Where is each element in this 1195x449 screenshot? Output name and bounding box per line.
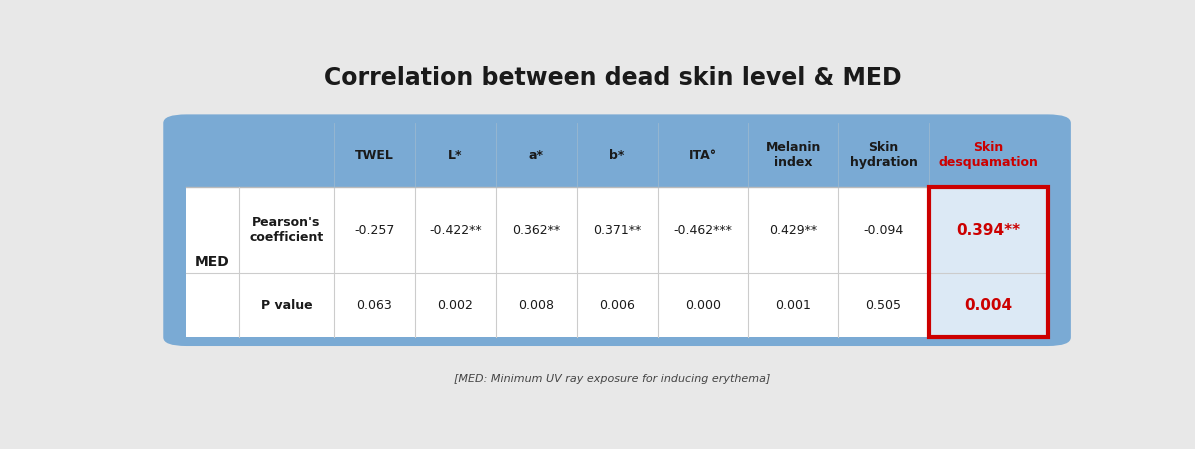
Text: 0.371**: 0.371** [593, 224, 642, 237]
Text: 0.000: 0.000 [685, 299, 721, 312]
Text: Skin
hydration: Skin hydration [850, 141, 918, 169]
Text: 0.063: 0.063 [356, 299, 392, 312]
Bar [186, 187, 1048, 337]
FancyBboxPatch shape [164, 114, 1071, 346]
Text: TWEL: TWEL [355, 149, 394, 162]
Text: 0.002: 0.002 [437, 299, 473, 312]
Bar [929, 187, 1048, 337]
Text: 0.394**: 0.394** [956, 223, 1021, 238]
Text: 0.006: 0.006 [599, 299, 635, 312]
Text: 0.362**: 0.362** [513, 224, 560, 237]
Text: MED: MED [195, 255, 229, 269]
Text: Melanin
index: Melanin index [766, 141, 821, 169]
Text: -0.257: -0.257 [354, 224, 394, 237]
Text: a*: a* [528, 149, 544, 162]
Text: 0.001: 0.001 [776, 299, 811, 312]
Text: L*: L* [448, 149, 462, 162]
Text: -0.094: -0.094 [864, 224, 903, 237]
Bar [929, 187, 1048, 337]
Text: 0.505: 0.505 [865, 299, 901, 312]
Text: [MED: Minimum UV ray exposure for inducing erythema]: [MED: Minimum UV ray exposure for induci… [454, 374, 771, 384]
Text: Pearson's
coefficient: Pearson's coefficient [250, 216, 324, 244]
Text: b*: b* [609, 149, 625, 162]
Text: 0.008: 0.008 [519, 299, 554, 312]
Text: 0.429**: 0.429** [770, 224, 817, 237]
Text: Skin
desquamation: Skin desquamation [938, 141, 1038, 169]
Text: Correlation between dead skin level & MED: Correlation between dead skin level & ME… [324, 66, 901, 90]
Text: 0.004: 0.004 [964, 298, 1012, 313]
Text: -0.422**: -0.422** [429, 224, 482, 237]
Text: P value: P value [261, 299, 312, 312]
Text: -0.462***: -0.462*** [673, 224, 733, 237]
Text: ITA°: ITA° [688, 149, 717, 162]
